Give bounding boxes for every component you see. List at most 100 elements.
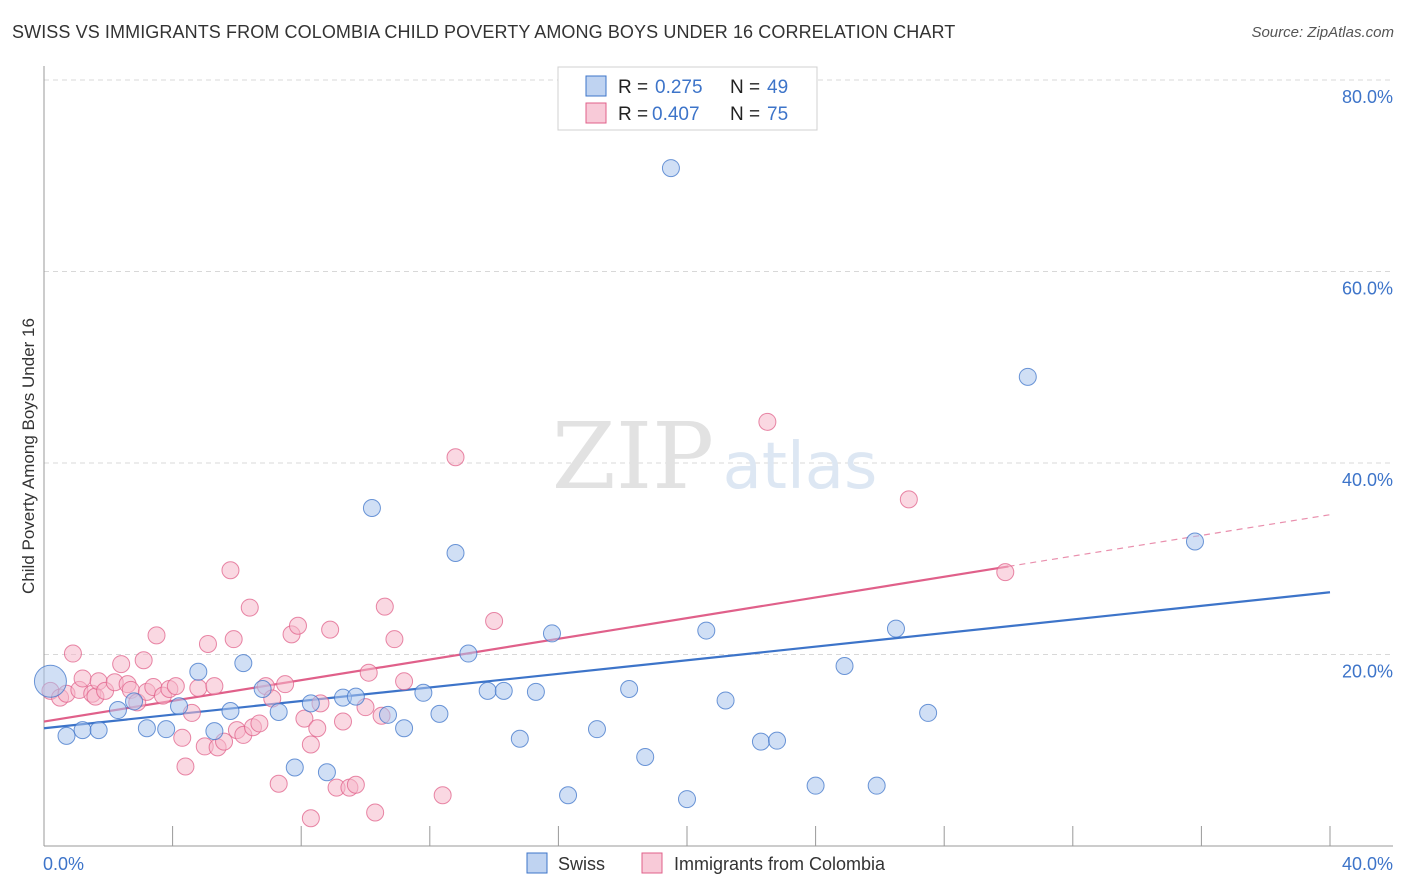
point-swiss-19 [346,687,365,706]
trend-line-colombia-extension [1008,514,1331,568]
point-colombia-37 [250,714,269,733]
point-swiss-48 [1185,532,1204,551]
point-swiss-16 [301,694,320,713]
legend: R = 0.275 N = 49 R = 0.407 N = 75 [557,66,818,131]
point-swiss-38 [697,621,716,640]
point-swiss-0 [33,664,67,698]
point-swiss-17 [317,763,336,782]
point-colombia-31 [221,561,240,580]
point-swiss-33 [587,720,606,739]
point-swiss-32 [559,786,578,805]
point-colombia-21 [166,677,185,696]
point-swiss-21 [379,705,398,724]
point-swiss-28 [494,681,513,700]
point-swiss-6 [137,719,156,738]
trend-line-colombia [43,565,1009,723]
point-swiss-1 [57,726,76,745]
point-colombia-35 [240,598,259,617]
point-swiss-20 [362,499,381,518]
point-swiss-13 [253,679,272,698]
point-swiss-46 [919,703,938,722]
axes [43,66,1393,847]
point-swiss-2 [73,721,92,740]
point-colombia-66 [996,563,1015,582]
point-swiss-25 [446,544,465,563]
point-colombia-44 [295,709,314,728]
legend-n-label-colombia: N = [730,104,760,125]
data-points [33,159,1204,828]
point-swiss-3 [89,721,108,740]
point-colombia-59 [385,630,404,649]
point-colombia-40 [269,774,288,793]
point-swiss-35 [636,747,655,766]
point-swiss-5 [125,692,144,711]
y-tick-label-2: 60.0% [1342,279,1393,299]
point-colombia-32 [224,630,243,649]
page-title: SWISS VS IMMIGRANTS FROM COLOMBIA CHILD … [12,22,956,42]
watermark-atlas: atlas [723,430,878,504]
bottom-legend-swatch-swiss [526,852,548,874]
point-colombia-61 [433,786,452,805]
legend-n-value-colombia: 75 [767,104,788,125]
point-colombia-27 [198,634,217,653]
point-colombia-47 [308,719,327,738]
point-colombia-62 [446,448,465,467]
point-colombia-23 [176,757,195,776]
legend-r-label-swiss: R = [618,77,648,98]
point-colombia-18 [147,626,166,645]
bottom-legend-label-swiss: Swiss [558,854,605,874]
point-swiss-9 [189,662,208,681]
bottom-legend-swatch-colombia [641,852,663,874]
point-swiss-14 [269,702,288,721]
point-swiss-26 [459,644,478,663]
legend-r-value-swiss: 0.275 [655,77,703,98]
legend-n-label-swiss: N = [730,77,760,98]
source-credit: Source: ZipAtlas.com [1251,24,1394,41]
point-swiss-34 [620,679,639,698]
point-colombia-46 [301,809,320,828]
point-swiss-30 [526,682,545,701]
point-swiss-42 [806,776,825,795]
trend-line-swiss [43,591,1331,730]
point-colombia-45 [301,735,320,754]
point-swiss-8 [170,697,189,716]
point-swiss-11 [221,701,240,720]
watermark-zip: ZIP [552,403,714,510]
point-swiss-39 [716,691,735,710]
point-swiss-45 [886,619,905,638]
point-swiss-31 [542,624,561,643]
point-swiss-12 [234,654,253,673]
y-tick-label-1: 40.0% [1342,470,1393,490]
point-swiss-37 [678,790,696,809]
watermark: ZIP atlas [552,403,877,510]
point-swiss-40 [751,732,770,751]
point-swiss-36 [661,159,680,178]
point-colombia-65 [899,490,918,509]
bottom-legend: Swiss Immigrants from Colombia [526,852,886,874]
bottom-legend-label-colombia: Immigrants from Colombia [674,854,886,874]
y-tick-label-0: 20.0% [1342,662,1393,682]
point-colombia-63 [485,611,504,630]
point-swiss-22 [395,719,414,738]
point-colombia-22 [173,728,192,747]
y-tick-labels: 20.0% 40.0% 60.0% 80.0% [1342,87,1393,682]
legend-r-label-colombia: R = [618,104,648,125]
legend-n-value-swiss: 49 [767,77,788,98]
y-axis-label: Child Poverty Among Boys Under 16 [19,318,38,594]
point-colombia-11 [112,655,131,674]
legend-swatch-colombia [585,102,607,124]
x-tick-labels: 0.0% 40.0% [43,854,1393,874]
point-swiss-44 [867,776,886,795]
point-colombia-15 [134,651,153,670]
trend-lines [43,514,1331,730]
point-colombia-58 [375,597,394,616]
point-colombia-64 [758,412,777,431]
series-swiss [33,159,1204,809]
point-colombia-56 [366,803,385,822]
point-colombia-49 [321,620,340,639]
point-colombia-53 [346,775,365,794]
point-swiss-41 [768,731,787,750]
point-swiss-27 [478,681,497,700]
y-tick-label-3: 80.0% [1342,87,1393,107]
